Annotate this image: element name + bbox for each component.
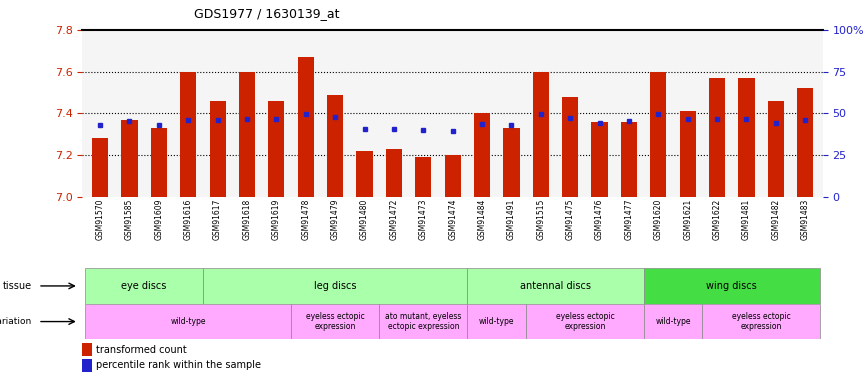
Bar bbox=[415, 157, 431, 197]
Bar bbox=[85, 268, 203, 304]
Bar bbox=[122, 120, 137, 197]
Bar bbox=[327, 94, 343, 197]
Text: genotype/variation: genotype/variation bbox=[0, 317, 32, 326]
Text: leg discs: leg discs bbox=[314, 281, 357, 291]
Text: wild-type: wild-type bbox=[479, 317, 515, 326]
Bar bbox=[621, 122, 637, 197]
Bar bbox=[444, 155, 461, 197]
Bar bbox=[82, 344, 92, 355]
Bar bbox=[503, 128, 520, 197]
Bar bbox=[680, 111, 696, 197]
Bar bbox=[291, 304, 379, 339]
Bar bbox=[209, 101, 226, 197]
Bar bbox=[797, 88, 813, 197]
Bar bbox=[385, 149, 402, 197]
Bar bbox=[526, 304, 644, 339]
Text: eyeless ectopic
expression: eyeless ectopic expression bbox=[556, 312, 615, 331]
Bar bbox=[533, 72, 549, 197]
Text: transformed count: transformed count bbox=[96, 345, 187, 354]
Bar bbox=[562, 97, 578, 197]
Bar bbox=[357, 151, 372, 197]
Text: wild-type: wild-type bbox=[170, 317, 206, 326]
Bar bbox=[591, 122, 608, 197]
Text: antennal discs: antennal discs bbox=[520, 281, 591, 291]
Bar bbox=[474, 113, 490, 197]
Bar bbox=[467, 268, 644, 304]
Text: percentile rank within the sample: percentile rank within the sample bbox=[96, 360, 261, 370]
Bar bbox=[768, 101, 784, 197]
Text: wing discs: wing discs bbox=[707, 281, 757, 291]
Text: GDS1977 / 1630139_at: GDS1977 / 1630139_at bbox=[194, 7, 339, 20]
Bar bbox=[85, 304, 291, 339]
Bar bbox=[151, 128, 167, 197]
Bar bbox=[644, 304, 702, 339]
Bar bbox=[92, 138, 108, 197]
Bar bbox=[739, 78, 754, 197]
Bar bbox=[709, 78, 725, 197]
Bar bbox=[298, 57, 314, 197]
Bar bbox=[203, 268, 467, 304]
Bar bbox=[181, 72, 196, 197]
Text: ato mutant, eyeless
ectopic expression: ato mutant, eyeless ectopic expression bbox=[385, 312, 462, 331]
Text: eye discs: eye discs bbox=[122, 281, 167, 291]
Bar bbox=[82, 359, 92, 372]
Bar bbox=[650, 72, 667, 197]
Text: eyeless ectopic
expression: eyeless ectopic expression bbox=[306, 312, 365, 331]
Bar bbox=[702, 304, 820, 339]
Bar bbox=[467, 304, 526, 339]
Text: tissue: tissue bbox=[3, 281, 32, 291]
Text: wild-type: wild-type bbox=[655, 317, 691, 326]
Bar bbox=[239, 72, 255, 197]
Bar bbox=[268, 101, 285, 197]
Text: eyeless ectopic
expression: eyeless ectopic expression bbox=[732, 312, 791, 331]
Bar bbox=[644, 268, 820, 304]
Bar bbox=[379, 304, 467, 339]
